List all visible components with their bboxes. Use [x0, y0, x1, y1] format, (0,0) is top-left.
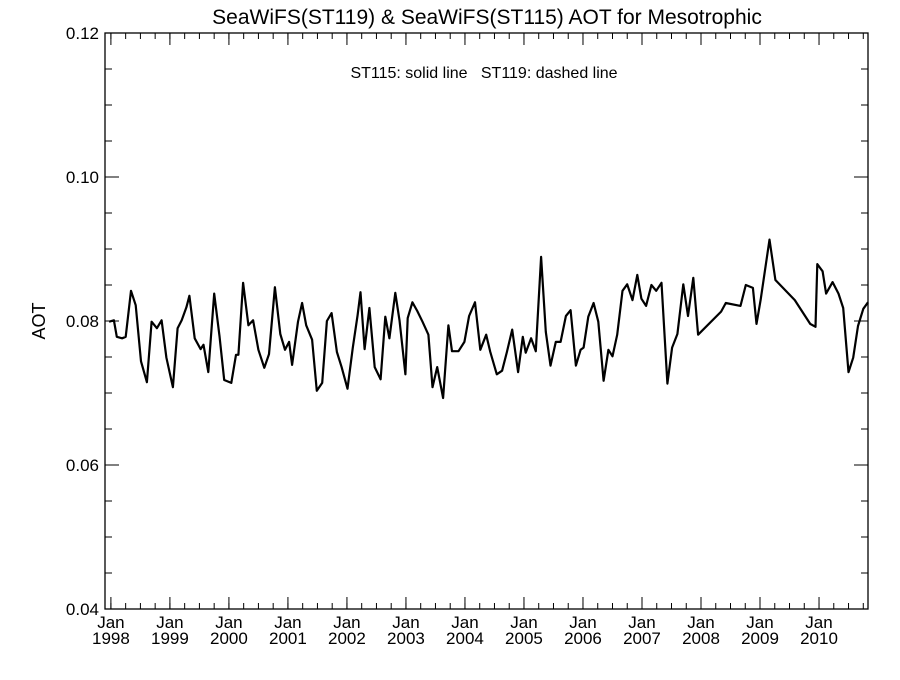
- x-tick-year-label: 2008: [682, 629, 720, 648]
- x-tick-month-label: Jan: [392, 613, 419, 632]
- x-tick-month-label: Jan: [97, 613, 124, 632]
- x-tick-month-label: Jan: [687, 613, 714, 632]
- x-tick-month-label: Jan: [746, 613, 773, 632]
- y-tick-label: 0.06: [66, 456, 99, 475]
- x-tick-month-label: Jan: [156, 613, 183, 632]
- y-tick-label: 0.08: [66, 312, 99, 331]
- series-group: [108, 238, 869, 400]
- x-tick-year-label: 2010: [800, 629, 838, 648]
- chart-title: SeaWiFS(ST119) & SeaWiFS(ST115) AOT for …: [212, 6, 762, 29]
- x-tick-month-label: Jan: [805, 613, 832, 632]
- x-tick-year-label: 1998: [92, 629, 130, 648]
- x-tick-year-label: 2007: [623, 629, 661, 648]
- x-tick-month-label: Jan: [215, 613, 242, 632]
- x-tick-year-label: 2002: [328, 629, 366, 648]
- x-tick-year-label: 2009: [741, 629, 779, 648]
- x-tick-year-label: 1999: [151, 629, 189, 648]
- series-line-st115: [108, 238, 869, 400]
- x-tick-month-label: Jan: [274, 613, 301, 632]
- plot-frame: [104, 32, 869, 610]
- y-axis-label: AOT: [29, 302, 49, 339]
- x-tick-month-label: Jan: [333, 613, 360, 632]
- y-tick-label: 0.04: [66, 600, 99, 619]
- legend-annotation: ST115: solid line ST119: dashed line: [350, 65, 617, 82]
- y-tick-label: 0.12: [66, 24, 99, 43]
- x-tick-month-label: Jan: [510, 613, 537, 632]
- x-tick-month-label: Jan: [451, 613, 478, 632]
- x-tick-year-label: 2006: [564, 629, 602, 648]
- axes: [104, 32, 869, 610]
- y-tick-label: 0.10: [66, 168, 99, 187]
- x-tick-month-label: Jan: [628, 613, 655, 632]
- x-tick-year-label: 2004: [446, 629, 484, 648]
- x-tick-month-label: Jan: [569, 613, 596, 632]
- x-tick-year-label: 2000: [210, 629, 248, 648]
- x-tick-year-label: 2001: [269, 629, 307, 648]
- ticks: 0.040.060.080.100.12Jan1998Jan1999Jan200…: [66, 24, 868, 648]
- x-tick-year-label: 2003: [387, 629, 425, 648]
- x-tick-year-label: 2005: [505, 629, 543, 648]
